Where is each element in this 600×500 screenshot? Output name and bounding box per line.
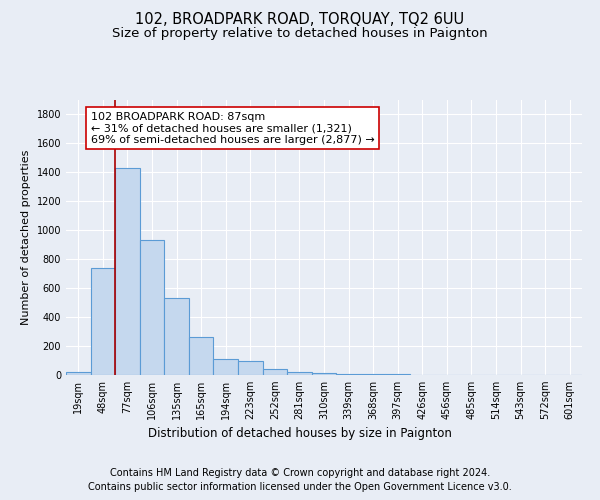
Bar [385, 374, 410, 375]
Text: 102 BROADPARK ROAD: 87sqm
← 31% of detached houses are smaller (1,321)
69% of se: 102 BROADPARK ROAD: 87sqm ← 31% of detac… [91, 112, 374, 145]
Bar [336, 374, 361, 375]
Text: Contains HM Land Registry data © Crown copyright and database right 2024.: Contains HM Land Registry data © Crown c… [110, 468, 490, 477]
Bar [214, 359, 238, 375]
Y-axis label: Number of detached properties: Number of detached properties [21, 150, 31, 325]
Bar [115, 168, 140, 375]
Bar [66, 372, 91, 375]
Bar [238, 361, 263, 375]
Bar [312, 373, 336, 375]
Bar [91, 268, 115, 375]
Bar [140, 240, 164, 375]
Text: Size of property relative to detached houses in Paignton: Size of property relative to detached ho… [112, 28, 488, 40]
Bar [287, 372, 312, 375]
Bar [361, 374, 385, 375]
Text: 102, BROADPARK ROAD, TORQUAY, TQ2 6UU: 102, BROADPARK ROAD, TORQUAY, TQ2 6UU [136, 12, 464, 28]
Bar [263, 369, 287, 375]
Text: Contains public sector information licensed under the Open Government Licence v3: Contains public sector information licen… [88, 482, 512, 492]
Text: Distribution of detached houses by size in Paignton: Distribution of detached houses by size … [148, 428, 452, 440]
Bar [164, 298, 189, 375]
Bar [189, 336, 214, 375]
